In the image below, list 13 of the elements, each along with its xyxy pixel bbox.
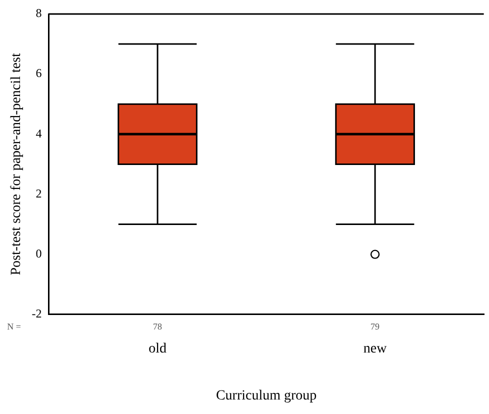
y-tick-label: 0 xyxy=(36,246,42,260)
x-tick-label: old xyxy=(148,341,166,356)
text: 79 xyxy=(370,321,380,332)
y-tick-label: 4 xyxy=(36,126,42,140)
y-tick-label: 2 xyxy=(36,186,42,200)
y-tick-label: -2 xyxy=(32,306,42,321)
y-tick-label: 8 xyxy=(36,6,42,20)
y-tick-label: 6 xyxy=(36,66,42,80)
text: 78 xyxy=(153,321,163,332)
x-tick-label: new xyxy=(363,341,388,356)
y-axis-title: Post-test score for paper-and-pencil test xyxy=(9,53,24,276)
text: N = xyxy=(7,321,21,332)
x-axis-title: Curriculum group xyxy=(216,388,317,404)
